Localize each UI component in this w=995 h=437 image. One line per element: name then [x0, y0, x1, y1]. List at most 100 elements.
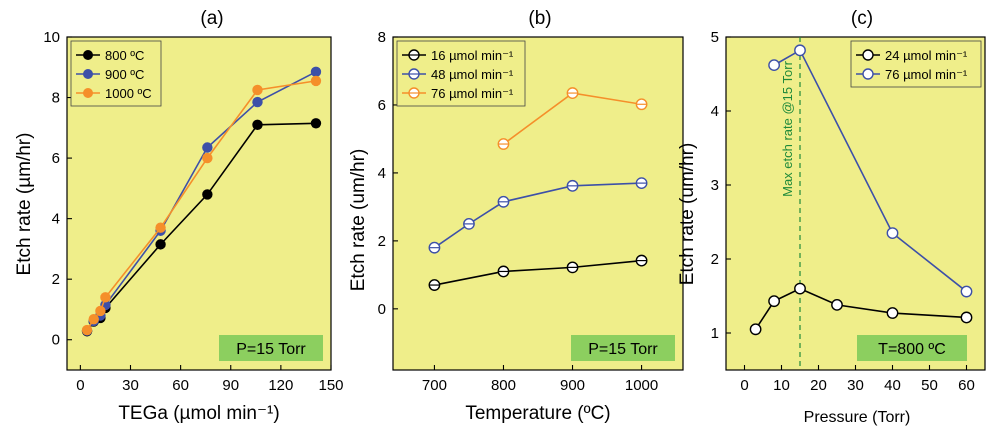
data-point — [428, 241, 441, 254]
y-tick-label: 10 — [43, 29, 60, 46]
legend-marker — [862, 68, 874, 80]
legend-label: 800 ºC — [105, 48, 144, 63]
x-tick-label: 30 — [122, 377, 139, 394]
legend-b: 16 µmol min⁻¹ 48 µmol min⁻¹ 76 µmol min⁻¹ — [396, 40, 526, 107]
data-point — [566, 179, 579, 192]
data-point — [635, 98, 648, 111]
x-tick-label: 0 — [76, 377, 84, 394]
data-point — [155, 222, 166, 233]
legend-c: 24 µmol min⁻¹ 76 µmol min⁻¹ — [850, 40, 982, 88]
legend-marker — [83, 69, 93, 79]
annotation-a: P=15 Torr — [236, 341, 306, 358]
x-tick-label: 0 — [740, 377, 748, 394]
data-point — [831, 298, 843, 311]
data-point — [749, 323, 762, 336]
legend-label: 16 µmol min⁻¹ — [431, 48, 514, 63]
data-point — [566, 87, 579, 99]
data-point — [497, 195, 510, 208]
data-point — [202, 152, 213, 164]
data-point — [794, 44, 806, 57]
y-tick-label: 0 — [52, 332, 60, 349]
ticks-b: 700 800 900 1000 0 2 4 6 8 — [378, 29, 659, 394]
series-line — [434, 259, 642, 286]
x-axis-label-b: Temperature (ºC) — [465, 403, 610, 424]
y-axis-label-c: Etch rate (um/hr) — [677, 143, 698, 286]
x-tick-label: 800 — [491, 377, 516, 394]
data-point — [428, 279, 441, 291]
x-tick-label: 120 — [268, 377, 293, 394]
chart-panel-a: (a) 0 30 60 90 120 150 0 2 4 6 8 10 800 ºC 900 ºC 100… — [14, 8, 344, 424]
x-axis-label-a: TEGa (µmol min⁻¹) — [118, 403, 279, 424]
legend-label: 1000 ºC — [105, 86, 152, 101]
annotation-box-c — [857, 335, 967, 361]
vertical-reference-c: Max etch rate @15 Torr — [780, 37, 801, 370]
y-tick-label: 1 — [711, 325, 719, 342]
legend-marker — [83, 88, 93, 98]
data-point — [310, 75, 322, 87]
legend-box — [850, 40, 982, 88]
y-tick-label: 4 — [52, 211, 60, 228]
legend-marker — [83, 50, 93, 60]
x-tick-label: 700 — [422, 377, 447, 394]
data-point — [81, 324, 93, 336]
legend-label: 76 µmol min⁻¹ — [885, 67, 968, 82]
data-point — [202, 142, 213, 153]
data-point — [95, 305, 106, 317]
chart-panel-c: (c) 0 10 20 30 40 50 60 1 2 3 4 5 Max etch rate @15… — [677, 8, 986, 426]
series-a — [81, 66, 322, 337]
y-axis-label-b: Etch rate (um/hr) — [348, 149, 369, 292]
y-tick-label: 8 — [52, 90, 60, 107]
y-tick-label: 2 — [52, 271, 60, 288]
annotation-box-b — [571, 335, 675, 361]
data-point — [252, 84, 263, 96]
x-tick-label: 900 — [560, 377, 585, 394]
y-tick-label: 3 — [711, 177, 719, 194]
data-point — [794, 282, 806, 295]
x-axis-label-c: Pressure (Torr) — [804, 409, 911, 426]
x-tick-label: 20 — [810, 377, 827, 394]
y-tick-label: 6 — [378, 97, 386, 114]
y-tick-label: 2 — [378, 233, 386, 250]
legend-label: 48 µmol min⁻¹ — [431, 67, 514, 82]
annotation-c: T=800 ºC — [878, 341, 946, 358]
chart-panel-b: (b) 700 800 900 1000 0 2 4 6 8 16 µmol min⁻¹ 48 µ… — [348, 8, 684, 424]
plot-area-c — [725, 36, 986, 371]
data-point — [960, 285, 973, 298]
x-tick-label: 60 — [958, 377, 975, 394]
x-tick-label: 40 — [884, 377, 901, 394]
ticks-c: 0 10 20 30 40 50 60 1 2 3 4 5 — [711, 29, 975, 394]
legend-label: 900 ºC — [105, 67, 144, 82]
y-tick-label: 0 — [378, 301, 386, 318]
series-c — [749, 44, 973, 336]
x-tick-label: 1000 — [625, 377, 658, 394]
data-point — [635, 177, 648, 190]
data-point — [88, 313, 99, 325]
legend-label: 76 µmol min⁻¹ — [431, 86, 514, 101]
series-b — [428, 87, 648, 291]
y-tick-label: 4 — [378, 165, 386, 182]
y-tick-label: 8 — [378, 29, 386, 46]
x-tick-label: 50 — [921, 377, 938, 394]
x-tick-label: 90 — [222, 377, 239, 394]
panel-label-b: (b) — [528, 8, 551, 29]
y-tick-label: 4 — [711, 103, 719, 120]
y-tick-label: 6 — [52, 150, 60, 167]
ticks-a: 0 30 60 90 120 150 0 2 4 6 8 10 — [43, 29, 343, 394]
annotation-b: P=15 Torr — [588, 341, 658, 358]
data-point — [497, 265, 510, 278]
x-tick-label: 10 — [773, 377, 790, 394]
panel-label-c: (c) — [851, 8, 873, 29]
x-tick-label: 30 — [847, 377, 864, 394]
y-tick-label: 2 — [711, 251, 719, 268]
data-point — [100, 292, 111, 303]
x-tick-label: 150 — [318, 377, 343, 394]
series-line — [773, 49, 967, 293]
data-point — [768, 295, 780, 308]
data-point — [566, 261, 579, 274]
data-point — [252, 96, 263, 108]
data-point — [497, 138, 510, 150]
data-point — [310, 66, 322, 78]
data-point — [635, 254, 648, 267]
legend-label: 24 µmol min⁻¹ — [885, 48, 968, 63]
